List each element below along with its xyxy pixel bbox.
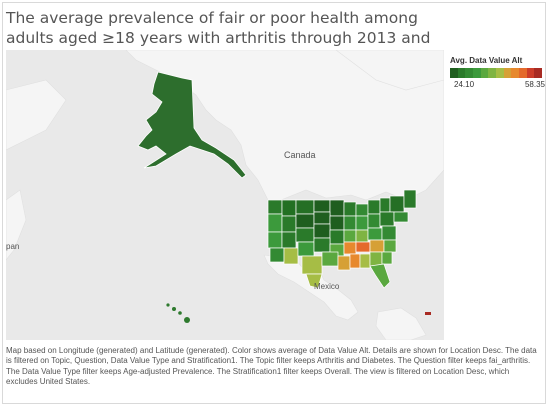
legend-swatch-9 [519,68,527,78]
label-japan-partial: pan [6,242,20,251]
legend-swatch-8 [511,68,520,78]
legend-swatch-1 [457,68,466,78]
state-alaska[interactable] [137,71,247,179]
legend-swatch-4 [480,68,489,78]
label-canada: Canada [284,150,316,160]
legend-max-label: 58.35 [524,80,545,89]
legend-swatch-6 [496,68,504,78]
map-svg[interactable] [6,50,444,340]
legend-title: Avg. Data Value Alt [450,56,523,65]
territory-puerto-rico[interactable] [425,312,431,315]
legend-color-ramp [450,68,543,78]
basemap-land [6,50,444,340]
map-area[interactable]: Canada Mexico pan [6,50,444,340]
state-hawaii[interactable] [166,303,190,323]
chart-title: The average prevalence of fair or poor h… [6,9,431,67]
legend-swatch-0 [450,68,458,78]
legend-swatch-2 [465,68,474,78]
legend-swatch-5 [488,68,497,78]
legend-swatch-3 [473,68,481,78]
legend-min-label: 24.10 [454,80,475,89]
legend-swatch-7 [503,68,512,78]
legend-swatch-10 [526,68,535,78]
map-caption: Map based on Longitude (generated) and L… [6,346,537,387]
color-legend: Avg. Data Value Alt 24.10 58.35 [450,56,545,90]
legend-swatch-11 [534,68,543,78]
label-mexico: Mexico [314,282,340,291]
us-states[interactable] [267,189,417,289]
